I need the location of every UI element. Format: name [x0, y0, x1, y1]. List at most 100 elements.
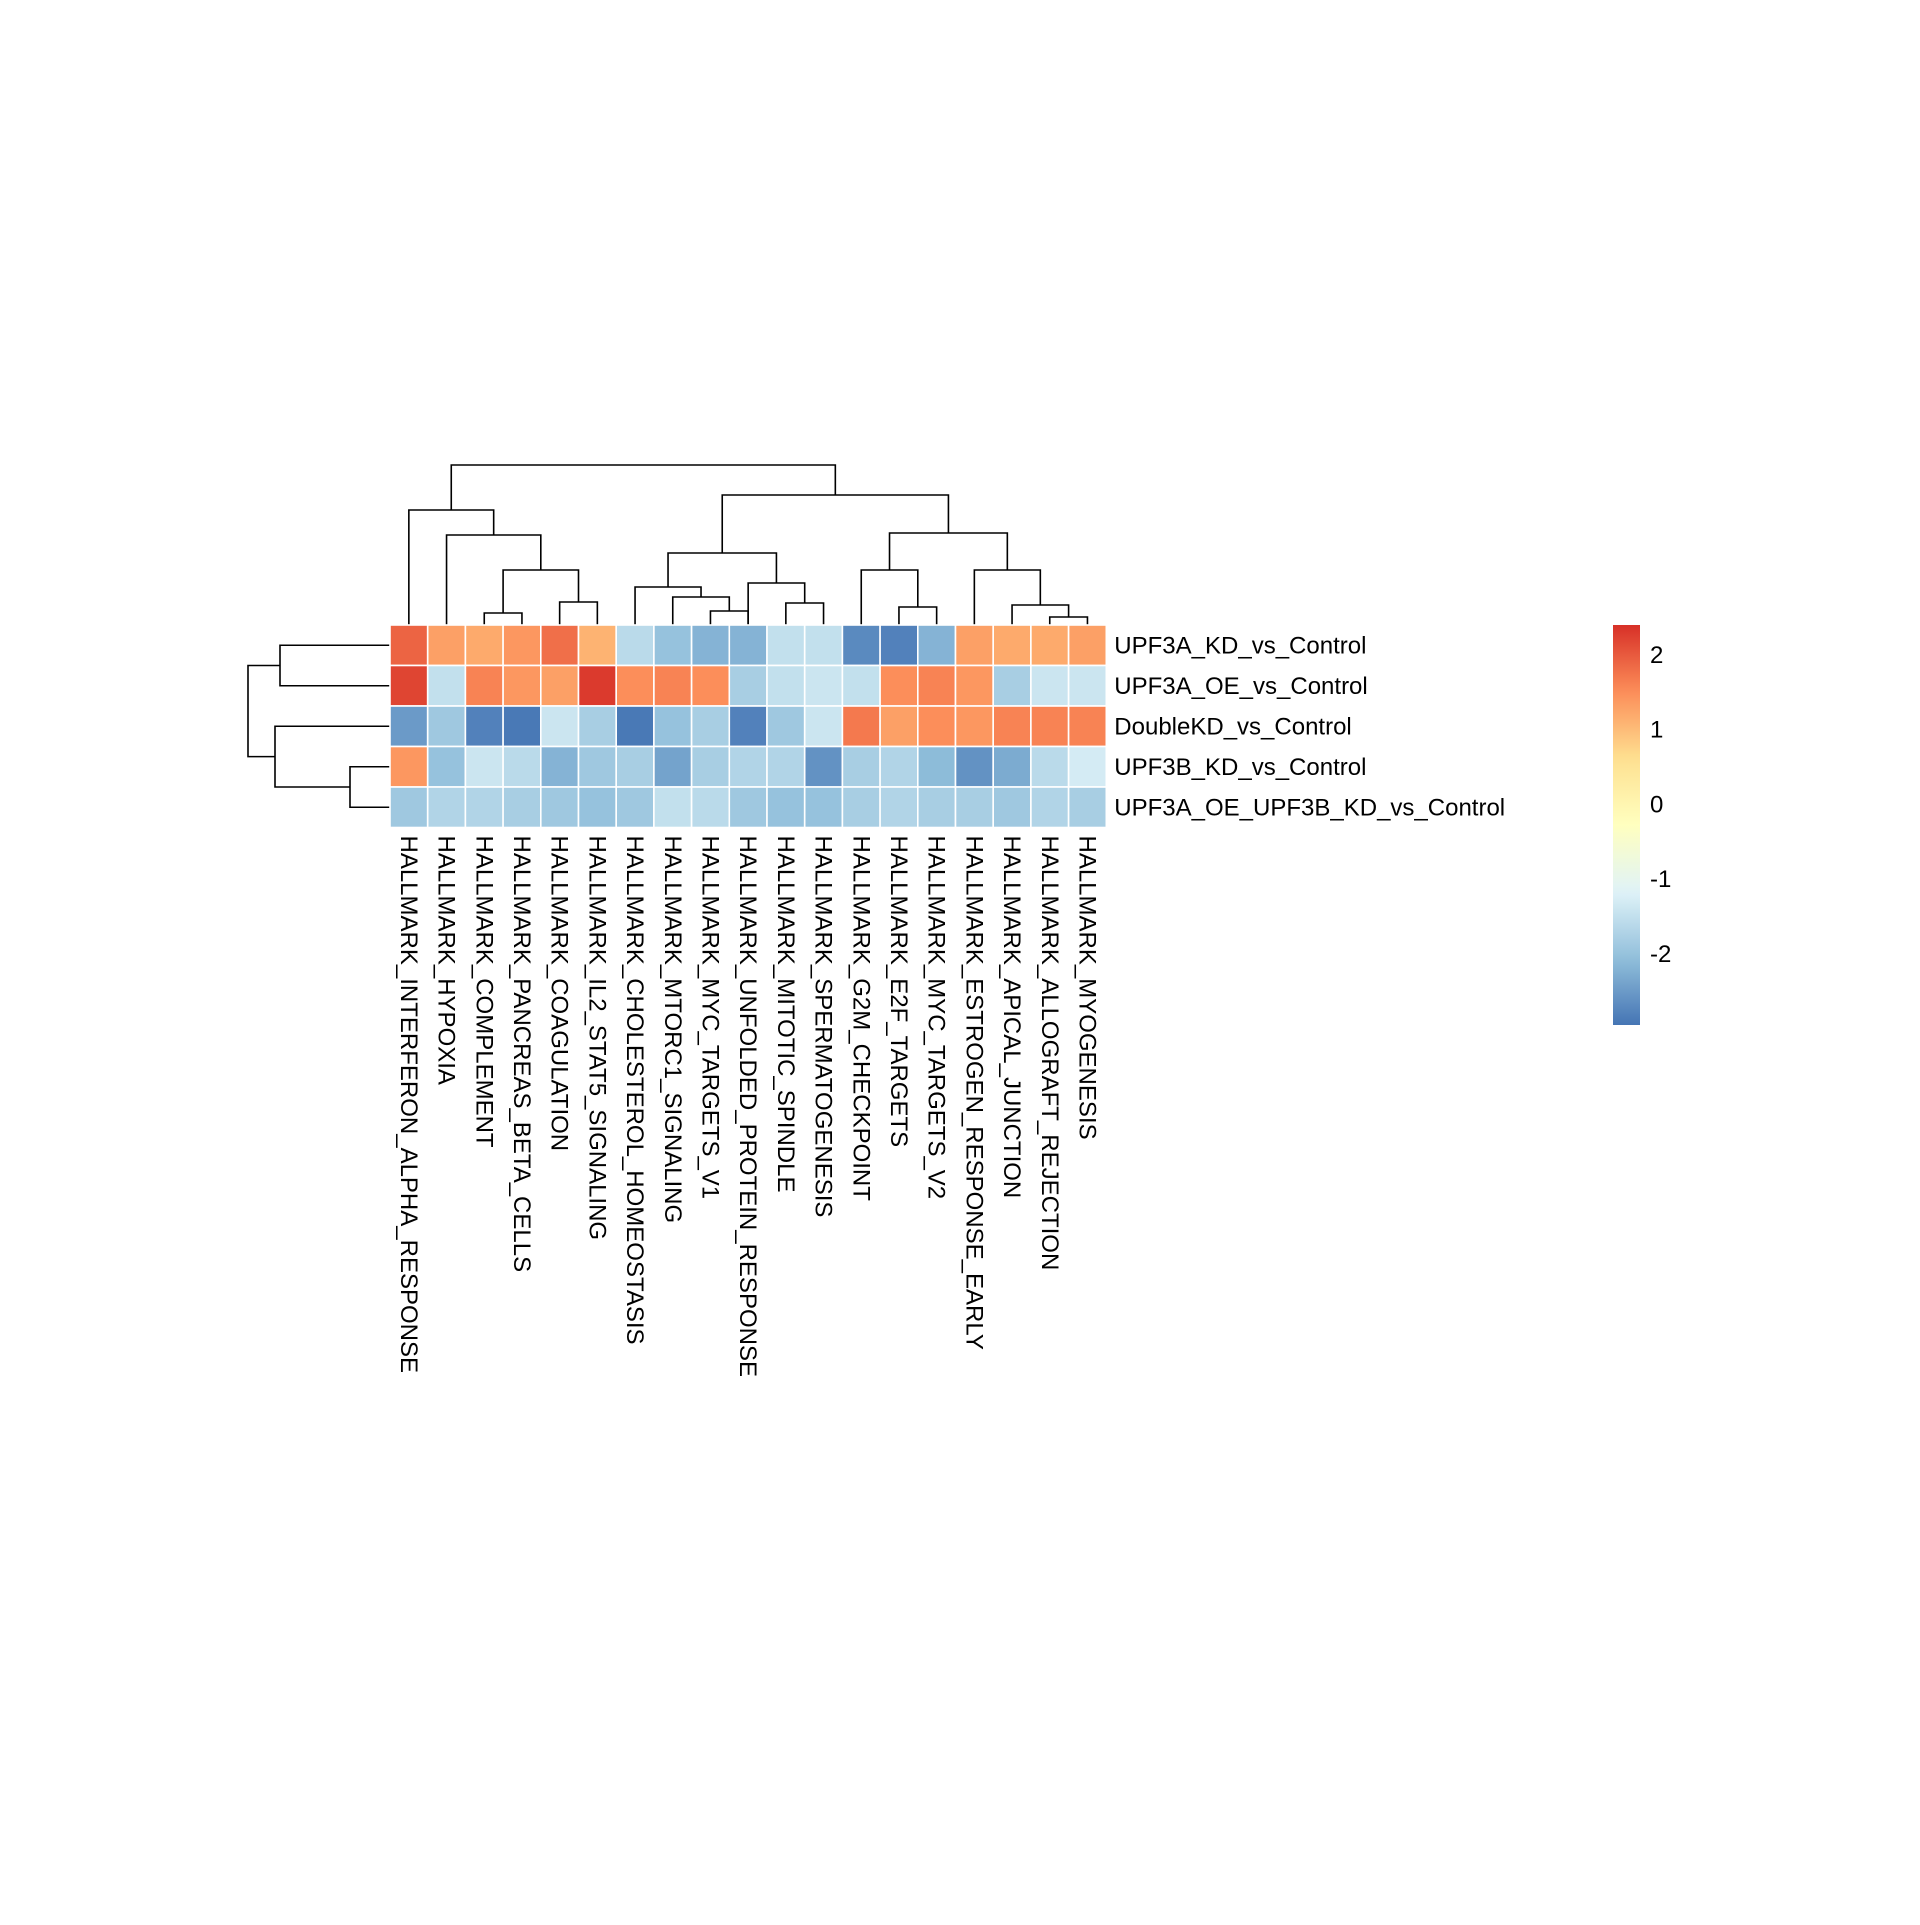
- heatmap-cell: [539, 664, 580, 707]
- legend-tick-label: 0: [1650, 791, 1663, 818]
- heatmap-cell: [916, 664, 957, 707]
- column-label: HALLMARK_HYPOXIA: [433, 836, 460, 1085]
- heatmap-cell: [502, 786, 542, 829]
- dendrogram-link: [450, 464, 837, 510]
- dendrogram-link: [721, 494, 950, 553]
- heatmap-cell: [841, 705, 881, 748]
- heatmap-cell: [1030, 624, 1070, 667]
- heatmap-cell: [728, 705, 768, 748]
- heatmap-cell: [577, 664, 618, 707]
- column-label: HALLMARK_UNFOLDED_PROTEIN_RESPONSE: [734, 836, 761, 1377]
- dendrogram-link: [1048, 616, 1089, 625]
- heatmap-cell: [653, 624, 693, 667]
- heatmap-cell: [464, 745, 504, 788]
- heatmap-cell: [1067, 664, 1108, 707]
- dendrogram-link: [445, 534, 542, 625]
- heatmap-cell: [539, 705, 580, 748]
- heatmap-cell: [690, 745, 731, 788]
- heatmap-cell: [653, 664, 693, 707]
- heatmap-cell: [426, 664, 467, 707]
- heatmap-cell: [389, 745, 429, 788]
- heatmap-cell: [426, 705, 467, 748]
- heatmap-cell: [766, 664, 806, 707]
- heatmap-cell: [426, 624, 467, 667]
- heatmap-cell: [502, 705, 542, 748]
- dendrogram-link: [1011, 604, 1070, 625]
- heatmap-cell: [1030, 705, 1070, 748]
- heatmap-cell: [728, 664, 768, 707]
- heatmap-cell: [803, 745, 844, 788]
- heatmap-cell: [1030, 786, 1070, 829]
- heatmap-cell: [690, 786, 731, 829]
- heatmap-cell: [502, 664, 542, 707]
- heatmap-cell: [879, 624, 919, 667]
- dendrogram-link: [279, 644, 390, 687]
- row-label: UPF3A_OE_vs_Control: [1114, 673, 1367, 700]
- column-label: HALLMARK_INTERFERON_ALPHA_RESPONSE: [395, 836, 422, 1374]
- heatmap-cell: [766, 624, 806, 667]
- heatmap-cell: [879, 745, 919, 788]
- heatmap-cell: [803, 624, 844, 667]
- heatmap-cell: [615, 786, 655, 829]
- heatmap-cell: [615, 624, 655, 667]
- dendrogram-link: [408, 509, 495, 625]
- heatmap-cell: [464, 624, 504, 667]
- heatmap-cell: [502, 745, 542, 788]
- heatmap-cell: [653, 786, 693, 829]
- color-legend: 2 1 0 -1 -2: [1613, 625, 1671, 1025]
- row-label: UPF3B_KD_vs_Control: [1114, 754, 1366, 781]
- heatmap-cell: [464, 664, 504, 707]
- heatmap-cell: [766, 786, 806, 829]
- heatmap-cell: [464, 786, 504, 829]
- column-label: HALLMARK_COAGULATION: [546, 836, 573, 1152]
- column-label: HALLMARK_PANCREAS_BETA_CELLS: [508, 836, 535, 1273]
- heatmap-cell: [728, 745, 768, 788]
- heatmap-cell: [577, 786, 618, 829]
- heatmap-cell: [1067, 745, 1108, 788]
- heatmap-cell: [992, 745, 1032, 788]
- heatmap-cell: [1030, 745, 1070, 788]
- legend-colorbar: [1613, 625, 1640, 1025]
- heatmap-cell: [502, 624, 542, 667]
- heatmap-cell: [464, 705, 504, 748]
- heatmap-cell: [728, 786, 768, 829]
- heatmap-cell: [954, 745, 995, 788]
- heatmap-cell: [389, 705, 429, 748]
- dendrogram-link: [888, 532, 1009, 570]
- column-label: HALLMARK_CHOLESTEROL_HOMEOSTASIS: [621, 836, 648, 1345]
- heatmap-cell: [690, 624, 731, 667]
- heatmap-cell: [766, 745, 806, 788]
- heatmap-cell: [426, 786, 467, 829]
- dendrogram-link: [667, 552, 778, 587]
- legend-tick-label: -1: [1650, 866, 1671, 893]
- heatmap-cell: [690, 705, 731, 748]
- heatmap-cell: [803, 786, 844, 829]
- row-label: UPF3A_OE_UPF3B_KD_vs_Control: [1114, 794, 1505, 821]
- dendrogram-link: [973, 569, 1042, 625]
- heatmap-cell: [954, 624, 995, 667]
- heatmap-cell: [426, 745, 467, 788]
- heatmap-cell: [879, 786, 919, 829]
- dendrogram-link: [785, 602, 825, 625]
- dendrogram-link: [634, 586, 702, 625]
- column-label: HALLMARK_COMPLEMENT: [470, 836, 497, 1148]
- heatmap-cell: [728, 624, 768, 667]
- heatmap-cell: [992, 705, 1032, 748]
- heatmap-cell: [577, 705, 618, 748]
- heatmap-cell: [803, 705, 844, 748]
- heatmap-cell: [992, 624, 1032, 667]
- column-label: HALLMARK_SPERMATOGENESIS: [810, 836, 837, 1218]
- heatmap-cell: [577, 745, 618, 788]
- heatmap-cell: [653, 745, 693, 788]
- column-dendrogram: [408, 464, 1089, 625]
- column-label: HALLMARK_MYC_TARGETS_V2: [923, 836, 950, 1200]
- column-label: HALLMARK_MYC_TARGETS_V1: [696, 836, 723, 1200]
- dendrogram-link: [502, 569, 580, 613]
- heatmap-cell: [916, 745, 957, 788]
- row-labels: UPF3A_KD_vs_Control UPF3A_OE_vs_Control Do…: [1114, 632, 1505, 821]
- dendrogram-link: [349, 765, 390, 809]
- column-label: HALLMARK_G2M_CHECKPOINT: [847, 836, 874, 1202]
- heatmap-cell: [690, 664, 731, 707]
